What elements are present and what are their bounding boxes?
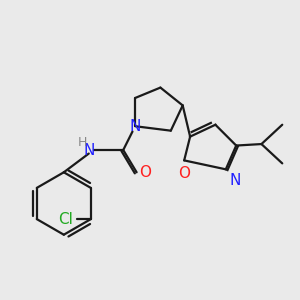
Text: H: H (77, 136, 87, 149)
Text: O: O (178, 166, 190, 181)
Text: N: N (84, 142, 95, 158)
Text: N: N (130, 119, 141, 134)
Text: O: O (139, 165, 151, 180)
Text: Cl: Cl (58, 212, 73, 226)
Text: N: N (230, 173, 241, 188)
